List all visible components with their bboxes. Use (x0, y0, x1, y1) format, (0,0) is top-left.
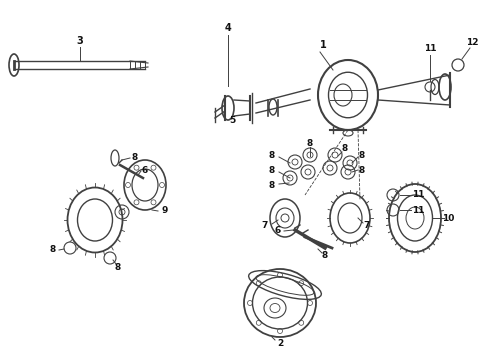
Text: 8: 8 (322, 251, 328, 260)
Text: 11: 11 (412, 189, 424, 198)
Text: 8: 8 (359, 166, 365, 175)
Text: 8: 8 (50, 246, 56, 255)
Text: 7: 7 (364, 220, 370, 230)
Text: 3: 3 (76, 36, 83, 46)
Text: 11: 11 (424, 44, 436, 53)
Text: 10: 10 (442, 213, 454, 222)
Text: 11: 11 (412, 206, 424, 215)
Text: 12: 12 (466, 37, 478, 46)
Text: 1: 1 (319, 40, 326, 50)
Text: 8: 8 (269, 180, 275, 189)
Text: 8: 8 (359, 150, 365, 159)
Text: 6: 6 (275, 225, 281, 234)
Text: 8: 8 (115, 264, 121, 273)
Text: 2: 2 (277, 338, 283, 347)
Text: 8: 8 (132, 153, 138, 162)
Text: 5: 5 (229, 116, 235, 125)
Text: 4: 4 (224, 23, 231, 33)
Text: 8: 8 (269, 150, 275, 159)
Text: 9: 9 (162, 206, 168, 215)
Text: 7: 7 (262, 220, 268, 230)
Text: 6: 6 (142, 166, 148, 175)
Text: 8: 8 (342, 144, 348, 153)
Text: 8: 8 (269, 166, 275, 175)
Text: 8: 8 (307, 139, 313, 148)
